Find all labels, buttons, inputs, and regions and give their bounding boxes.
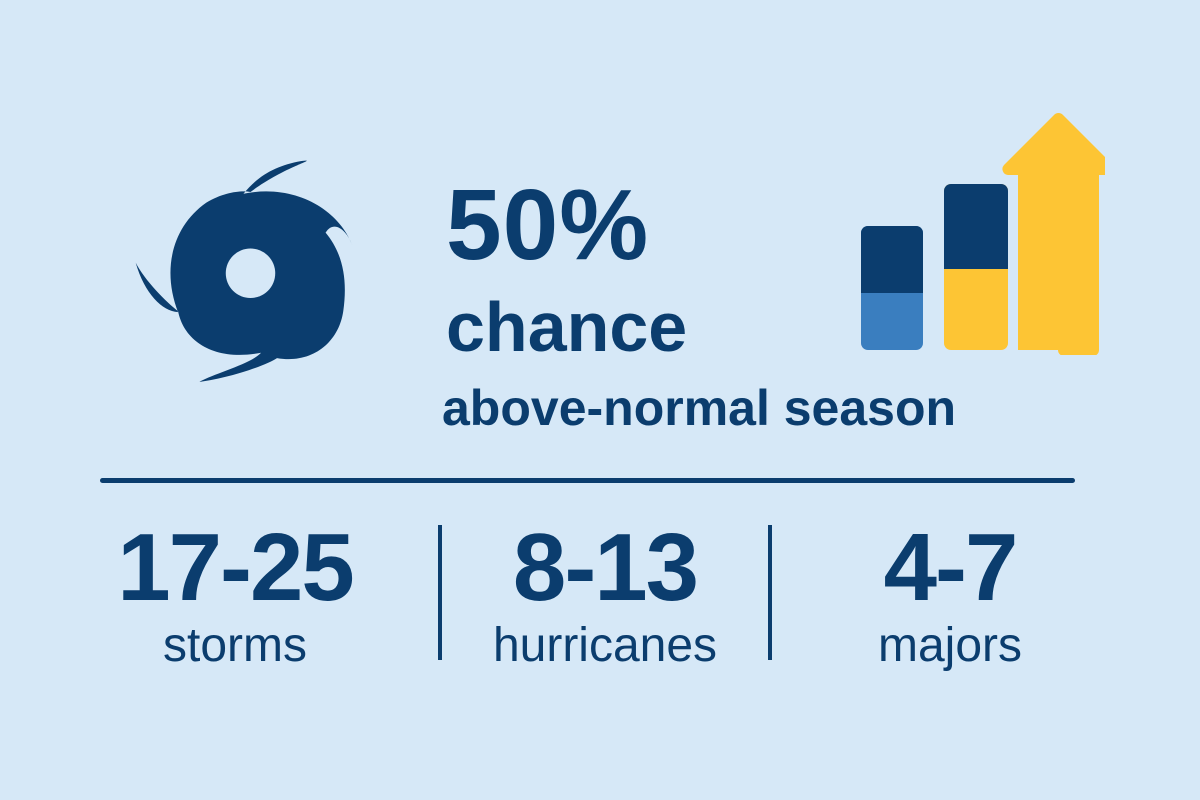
- stat-hurricanes: 8-13 hurricanes: [455, 520, 755, 670]
- storms-range: 17-25: [117, 514, 355, 621]
- divider-line: [100, 478, 1075, 483]
- stat-majors: 4-7 majors: [800, 520, 1100, 670]
- hurricane-icon: [135, 160, 353, 382]
- hurricanes-range: 8-13: [512, 514, 699, 621]
- stat-storms: 17-25 storms: [85, 520, 385, 670]
- hurricanes-label: hurricanes: [492, 619, 718, 672]
- season-label: above-normal season: [442, 380, 957, 436]
- storms-label: storms: [163, 619, 307, 672]
- stat-divider: [768, 525, 772, 660]
- chance-label: chance: [446, 288, 688, 366]
- percent-chance: 50%: [446, 169, 650, 281]
- rising-chart-icon: [861, 113, 1105, 355]
- majors-range: 4-7: [883, 514, 1019, 621]
- stat-divider: [438, 525, 442, 660]
- majors-label: majors: [877, 619, 1023, 672]
